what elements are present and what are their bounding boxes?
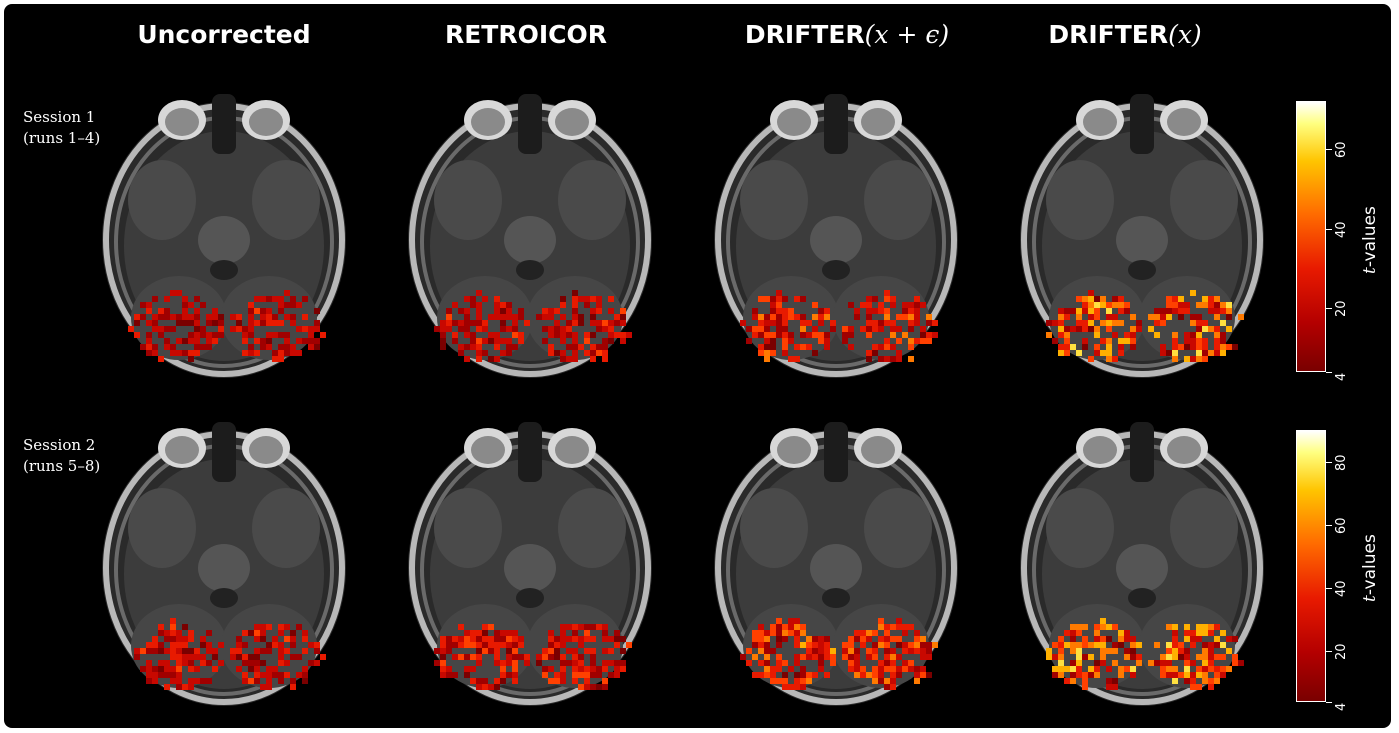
colorbar-tick bbox=[1326, 588, 1332, 590]
colorbar-tick bbox=[1326, 524, 1332, 526]
colorbar-tick-label: 20 bbox=[1334, 643, 1349, 661]
colorbar-tick-label: 80 bbox=[1334, 454, 1349, 471]
colorbar-tick-label: 60 bbox=[1334, 517, 1349, 534]
colorbar-tick-label: 60 bbox=[1334, 141, 1349, 158]
column-title-drifter-x: DRIFTER(x) bbox=[1048, 20, 1202, 49]
column-title-uncorrected: Uncorrected bbox=[137, 20, 311, 49]
colorbar-tick-label: 40 bbox=[1334, 220, 1349, 238]
colorbar-tick bbox=[1326, 651, 1332, 653]
row-label-session-2: Session 2 (runs 5–8) bbox=[23, 436, 101, 475]
brain-scan-s1-drifter-x-eps bbox=[686, 80, 986, 380]
brain-scan-s1-drifter-x bbox=[992, 80, 1292, 380]
brain-scan-s2-uncorrected bbox=[74, 408, 374, 708]
colorbar-tick bbox=[1326, 702, 1332, 703]
colorbar-tick bbox=[1326, 148, 1332, 150]
row-label-session-1: Session 1 (runs 1–4) bbox=[23, 108, 101, 147]
colorbar-tick-label: 4 bbox=[1334, 702, 1349, 711]
colorbar-label-session-1: t-values bbox=[1360, 206, 1380, 274]
colorbar-tick bbox=[1326, 461, 1332, 463]
column-title-retroicor: RETROICOR bbox=[444, 20, 608, 49]
figure-panel: Uncorrected RETROICOR DRIFTER(x + ϵ) DRI… bbox=[4, 4, 1391, 728]
colorbar-tick-label: 4 bbox=[1334, 372, 1349, 381]
brain-scan-s2-drifter-x bbox=[992, 408, 1292, 708]
colorbar-tick bbox=[1326, 372, 1332, 373]
brain-scan-s2-drifter-x-eps bbox=[686, 408, 986, 708]
colorbar-tick-label: 20 bbox=[1334, 300, 1349, 318]
colorbar-session-1 bbox=[1296, 101, 1326, 372]
column-title-drifter-x-eps: DRIFTER(x + ϵ) bbox=[744, 20, 950, 49]
colorbar-label-session-2: t-values bbox=[1360, 534, 1380, 602]
brain-scan-s2-retroicor bbox=[380, 408, 680, 708]
brain-scan-s1-uncorrected bbox=[74, 80, 374, 380]
colorbar-tick bbox=[1326, 228, 1332, 230]
colorbar-tick-label: 40 bbox=[1334, 580, 1349, 598]
brain-scan-s1-retroicor bbox=[380, 80, 680, 380]
colorbar-session-2 bbox=[1296, 430, 1326, 702]
colorbar-tick bbox=[1326, 308, 1332, 310]
